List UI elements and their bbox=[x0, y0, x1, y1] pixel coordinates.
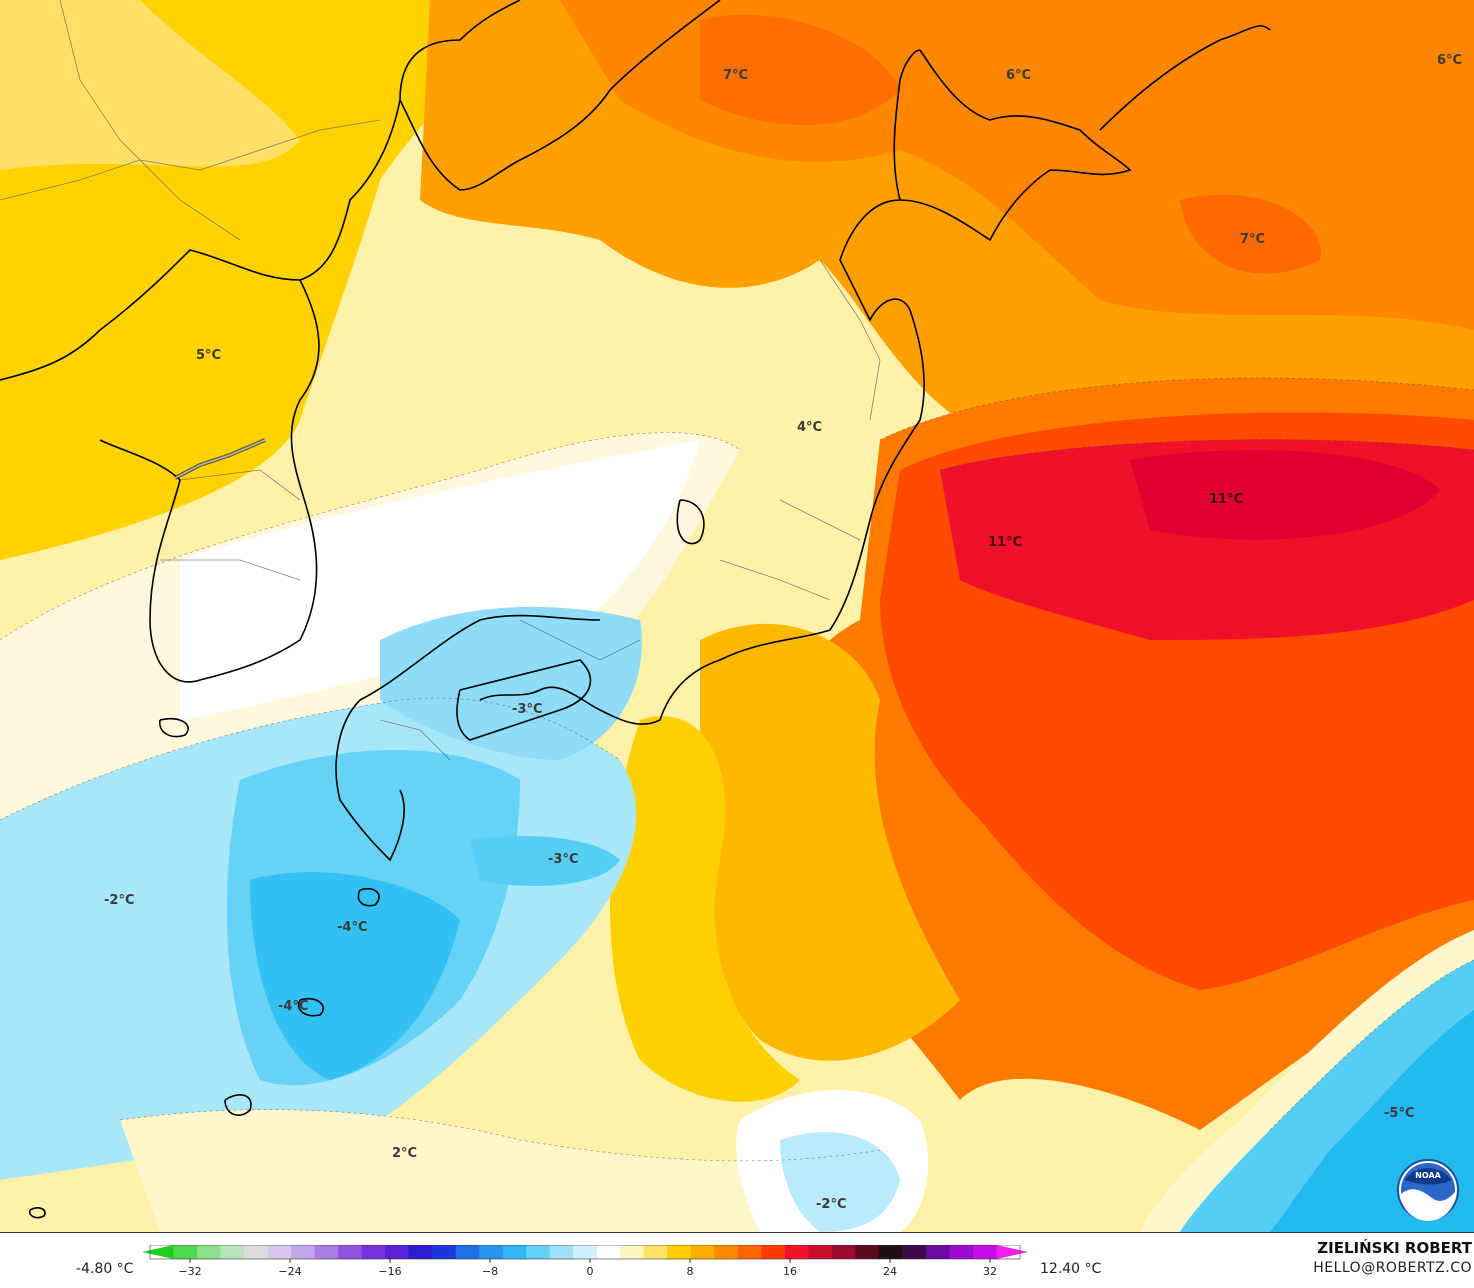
colorbar-tick-label: −16 bbox=[378, 1265, 401, 1278]
temp-label: 7°C bbox=[1240, 232, 1265, 247]
colorbar-swatch bbox=[620, 1245, 645, 1259]
colorbar-swatch bbox=[878, 1245, 903, 1259]
colorbar-tick-label: −8 bbox=[482, 1265, 498, 1278]
colorbar-swatch bbox=[314, 1245, 339, 1259]
colorbar-swatch bbox=[573, 1245, 598, 1259]
colorbar-swatch bbox=[808, 1245, 833, 1259]
colorbar-swatch bbox=[267, 1245, 292, 1259]
colorbar-swatch bbox=[502, 1245, 527, 1259]
colorbar-swatch bbox=[784, 1245, 809, 1259]
colorbar-tick-label: −32 bbox=[178, 1265, 201, 1278]
colorbar-swatch bbox=[455, 1245, 480, 1259]
colorbar-swatch bbox=[714, 1245, 739, 1259]
temp-label: -2°C bbox=[104, 893, 134, 908]
colorbar-swatch bbox=[173, 1245, 198, 1259]
colorbar-swatch bbox=[361, 1245, 386, 1259]
colorbar-swatch bbox=[197, 1245, 222, 1259]
legend-min-label: -4.80 °C bbox=[76, 1261, 134, 1277]
temp-label: 6°C bbox=[1437, 53, 1462, 68]
legend-footer: -4.80 °C −32 −24 −16 −8 0 8 16 24 32 12.40 °C ZI… bbox=[0, 1232, 1474, 1288]
colorbar-tick-label: 24 bbox=[883, 1265, 897, 1278]
colorbar-swatch bbox=[408, 1245, 433, 1259]
colorbar-swatch bbox=[737, 1245, 762, 1259]
colorbar-swatch bbox=[949, 1245, 974, 1259]
temperature-labels: 7°C 6°C 6°C 7°C 5°C 4°C 11°C 11°C -3°C -… bbox=[104, 53, 1462, 1212]
colorbar-swatch bbox=[596, 1245, 621, 1259]
colorbar-swatch bbox=[761, 1245, 786, 1259]
colorbar-swatch bbox=[385, 1245, 410, 1259]
colorbar-swatch bbox=[526, 1245, 551, 1259]
colorbar-swatch bbox=[667, 1245, 692, 1259]
colorbar-swatch bbox=[902, 1245, 927, 1259]
temp-label: -3°C bbox=[512, 702, 542, 717]
colorbar-swatch bbox=[432, 1245, 457, 1259]
temp-label: -5°C bbox=[1384, 1106, 1414, 1121]
temp-label: 5°C bbox=[196, 348, 221, 363]
color-scale-bar: −32 −24 −16 −8 0 8 16 24 32 bbox=[142, 1245, 1028, 1278]
colorbar-swatch bbox=[855, 1245, 880, 1259]
colorbar-swatch bbox=[142, 1245, 174, 1259]
noaa-logo: NOAA bbox=[1397, 1159, 1459, 1221]
temp-label: 4°C bbox=[797, 420, 822, 435]
admin-borders bbox=[0, 0, 881, 761]
temp-label: 2°C bbox=[392, 1146, 417, 1161]
author-name: ZIELIŃSKI ROBERT bbox=[1317, 1239, 1472, 1257]
colorbar-swatch bbox=[643, 1245, 668, 1259]
colorbar-swatch bbox=[972, 1245, 997, 1259]
temp-label: 11°C bbox=[988, 535, 1022, 550]
temp-label: 7°C bbox=[723, 68, 748, 83]
temp-label: -2°C bbox=[816, 1197, 846, 1212]
colorbar-tick-label: 0 bbox=[587, 1265, 594, 1278]
author-email: HELLO@ROBERTZ.CO bbox=[1313, 1260, 1472, 1276]
colorbar-swatch bbox=[996, 1245, 1028, 1259]
colorbar-tick-label: 8 bbox=[687, 1265, 694, 1278]
colorbar-swatch bbox=[291, 1245, 316, 1259]
coastlines bbox=[0, 0, 1271, 1219]
temp-label: -3°C bbox=[548, 852, 578, 867]
temp-label: -4°C bbox=[278, 999, 308, 1014]
temperature-anomaly-map: 7°C 6°C 6°C 7°C 5°C 4°C 11°C 11°C -3°C -… bbox=[0, 0, 1474, 1232]
colorbar-swatch bbox=[690, 1245, 715, 1259]
legend-max-label: 12.40 °C bbox=[1040, 1261, 1102, 1277]
temp-label: 6°C bbox=[1006, 68, 1031, 83]
colorbar-tick-label: −24 bbox=[278, 1265, 301, 1278]
colorbar-swatch bbox=[220, 1245, 245, 1259]
temp-label: 11°C bbox=[1209, 492, 1243, 507]
colorbar-swatch bbox=[338, 1245, 363, 1259]
colorbar-swatch bbox=[549, 1245, 574, 1259]
colorbar-tick-label: 16 bbox=[783, 1265, 797, 1278]
colorbar-swatch bbox=[831, 1245, 856, 1259]
colorbar-swatch bbox=[244, 1245, 269, 1259]
colorbar-swatch bbox=[479, 1245, 504, 1259]
colorbar-outline bbox=[149, 1245, 1021, 1260]
colorbar-swatch bbox=[925, 1245, 950, 1259]
temp-label: -4°C bbox=[337, 920, 367, 935]
colorbar-tick-label: 32 bbox=[983, 1265, 997, 1278]
noaa-logo-text: NOAA bbox=[1415, 1171, 1441, 1180]
